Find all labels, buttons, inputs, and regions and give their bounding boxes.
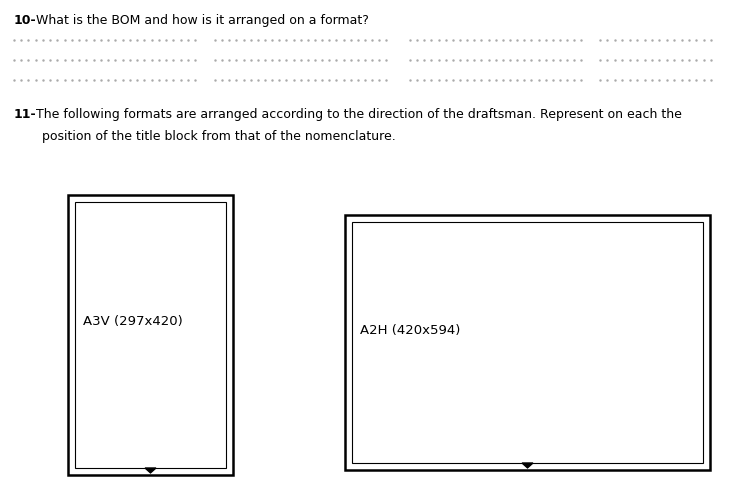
Text: position of the title block from that of the nomenclature.: position of the title block from that of… xyxy=(42,130,396,143)
Polygon shape xyxy=(145,468,156,473)
Text: The following formats are arranged according to the direction of the draftsman. : The following formats are arranged accor… xyxy=(32,108,682,121)
Text: 11-: 11- xyxy=(14,108,36,121)
Bar xyxy=(68,195,233,475)
Text: A2H (420x594): A2H (420x594) xyxy=(360,324,461,337)
Text: A3V (297x420): A3V (297x420) xyxy=(83,315,182,328)
Bar xyxy=(352,222,703,463)
Bar xyxy=(345,215,710,470)
Text: What is the BOM and how is it arranged on a format?: What is the BOM and how is it arranged o… xyxy=(32,14,369,27)
Text: 10-: 10- xyxy=(14,14,36,27)
Bar xyxy=(75,202,226,468)
Polygon shape xyxy=(522,463,533,468)
